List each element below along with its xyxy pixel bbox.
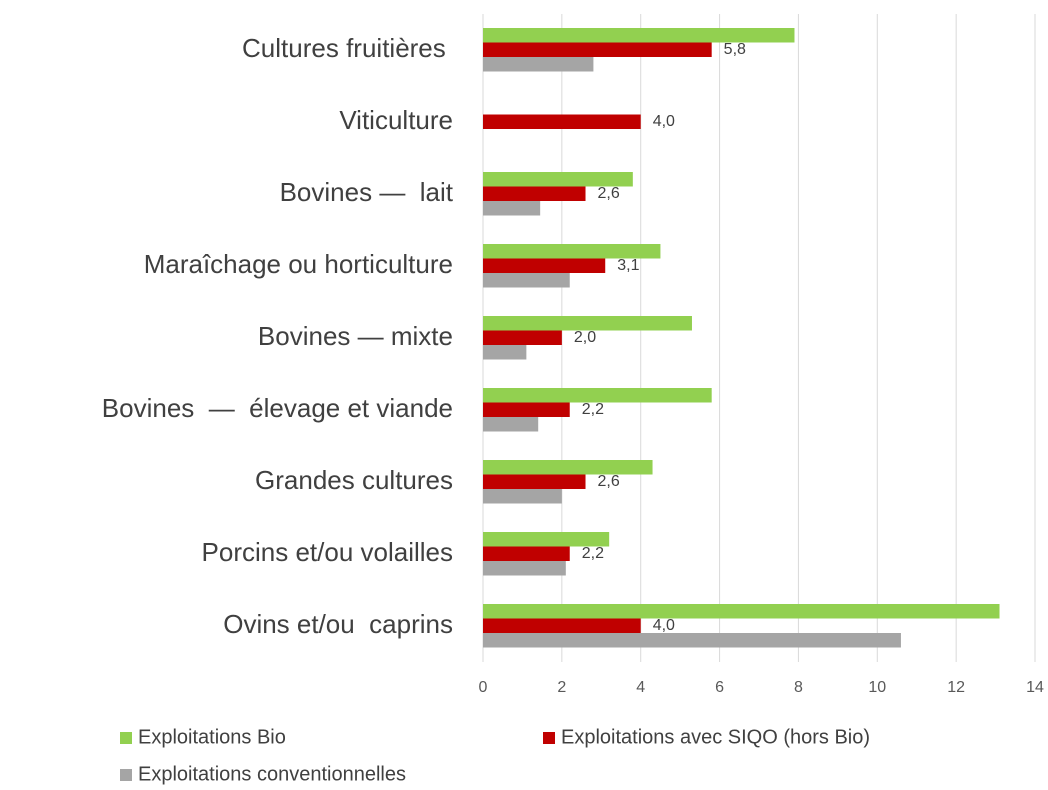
value-label: 4,0 xyxy=(653,113,675,130)
value-label: 2,0 xyxy=(574,329,596,346)
bar xyxy=(483,330,562,345)
bar xyxy=(483,633,901,648)
x-tick-label: 6 xyxy=(715,679,724,696)
bar xyxy=(483,388,712,403)
bar xyxy=(483,417,539,432)
x-tick-label: 10 xyxy=(868,679,886,696)
bar xyxy=(483,489,562,504)
bar xyxy=(483,618,641,633)
bar xyxy=(483,244,661,259)
bar xyxy=(483,532,610,547)
value-label: 4,0 xyxy=(653,617,675,634)
bar xyxy=(483,42,712,57)
bar xyxy=(483,172,633,187)
category-label: Bovines — élevage et viande xyxy=(102,393,453,423)
category-label: Cultures fruitières xyxy=(242,33,453,63)
bar xyxy=(483,258,606,273)
bar xyxy=(483,273,570,288)
bar xyxy=(483,28,795,43)
legend-label: Exploitations Bio xyxy=(138,726,286,748)
legend-swatch xyxy=(543,732,555,744)
bar xyxy=(483,186,586,201)
value-label: 5,8 xyxy=(724,41,746,58)
bar xyxy=(483,57,594,72)
bar xyxy=(483,474,586,489)
bar xyxy=(483,604,1000,619)
value-label: 2,2 xyxy=(582,545,604,562)
category-label: Grandes cultures xyxy=(255,465,453,495)
bar xyxy=(483,345,527,360)
legend-swatch xyxy=(120,769,132,781)
legend-label: Exploitations avec SIQO (hors Bio) xyxy=(561,726,870,748)
x-tick-label: 8 xyxy=(794,679,803,696)
category-label: Maraîchage ou horticulture xyxy=(144,249,453,279)
value-label: 2,2 xyxy=(582,401,604,418)
value-label: 2,6 xyxy=(598,473,620,490)
bar xyxy=(483,114,641,129)
category-label: Porcins et/ou volailles xyxy=(202,537,453,567)
category-label: Bovines — lait xyxy=(280,177,454,207)
bar xyxy=(483,546,570,561)
legend-label: Exploitations conventionnelles xyxy=(138,763,406,785)
bar xyxy=(483,316,692,331)
value-label: 3,1 xyxy=(617,257,639,274)
x-tick-label: 4 xyxy=(636,679,645,696)
legend-swatch xyxy=(120,732,132,744)
category-label: Ovins et/ou caprins xyxy=(223,609,453,639)
bar xyxy=(483,561,566,576)
x-tick-label: 2 xyxy=(557,679,566,696)
x-tick-label: 0 xyxy=(479,679,488,696)
bar xyxy=(483,402,570,417)
value-label: 2,6 xyxy=(598,185,620,202)
bar xyxy=(483,201,541,216)
x-tick-label: 14 xyxy=(1026,679,1044,696)
bar xyxy=(483,460,653,475)
x-tick-label: 12 xyxy=(947,679,965,696)
category-label: Viticulture xyxy=(339,105,453,135)
category-label: Bovines — mixte xyxy=(258,321,453,351)
